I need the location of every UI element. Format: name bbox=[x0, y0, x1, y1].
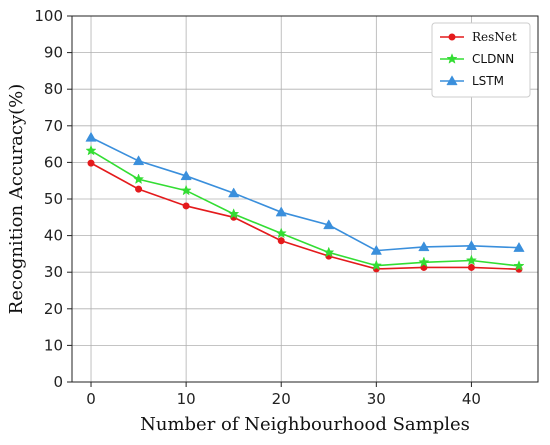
y-axis-title: Recognition Accuracy(%) bbox=[6, 84, 27, 315]
data-point-lstm bbox=[132, 155, 145, 166]
series-lstm bbox=[85, 131, 525, 255]
legend-item-lstm: LSTM bbox=[440, 74, 504, 88]
x-tick-label: 40 bbox=[462, 390, 481, 408]
y-axis-ticks: 0 10 20 30 40 50 60 70 80 90 100 bbox=[34, 7, 72, 391]
data-point-cldnn bbox=[323, 246, 335, 258]
data-point-resnet bbox=[87, 159, 95, 167]
y-tick-label: 90 bbox=[44, 44, 63, 62]
series-line-resnet bbox=[90, 162, 520, 271]
x-tick-label: 30 bbox=[367, 390, 386, 408]
legend-box bbox=[431, 22, 531, 98]
data-point-resnet bbox=[182, 202, 190, 210]
legend-label: LSTM bbox=[472, 74, 504, 88]
legend: ResNet CLDNN LSTM bbox=[431, 22, 531, 98]
data-point-cldnn bbox=[513, 260, 525, 271]
data-point-cldnn bbox=[418, 256, 430, 268]
y-tick-label: 100 bbox=[34, 7, 63, 25]
y-tick-label: 0 bbox=[53, 373, 63, 391]
legend-item-resnet: ResNet bbox=[440, 30, 517, 44]
series-layer bbox=[85, 131, 525, 273]
legend-swatch-marker bbox=[446, 53, 458, 64]
data-point-lstm bbox=[228, 187, 240, 198]
data-point-resnet bbox=[135, 185, 143, 193]
x-tick-label: 0 bbox=[86, 390, 96, 408]
series-resnet bbox=[87, 159, 523, 273]
data-point-cldnn bbox=[180, 184, 192, 196]
legend-label: CLDNN bbox=[472, 52, 514, 66]
data-point-cldnn bbox=[275, 227, 287, 239]
data-point-cldnn bbox=[465, 254, 478, 266]
y-tick-label: 50 bbox=[44, 190, 63, 208]
data-point-lstm bbox=[465, 240, 478, 250]
data-point-resnet bbox=[467, 263, 475, 271]
data-point-cldnn bbox=[132, 173, 145, 185]
data-point-lstm bbox=[323, 219, 335, 230]
data-point-lstm bbox=[513, 241, 525, 252]
y-tick-label: 30 bbox=[44, 263, 63, 281]
y-tick-label: 80 bbox=[44, 80, 63, 98]
y-tick-label: 10 bbox=[44, 336, 63, 354]
series-line-cldnn bbox=[90, 150, 520, 267]
data-point-cldnn bbox=[228, 208, 240, 219]
data-point-cldnn bbox=[85, 144, 97, 156]
data-point-lstm bbox=[418, 241, 430, 252]
x-axis-title: Number of Neighbourhood Samples bbox=[140, 414, 470, 435]
series-line-lstm bbox=[90, 136, 520, 252]
series-cldnn bbox=[85, 144, 525, 271]
x-tick-label: 20 bbox=[272, 390, 291, 408]
y-tick-label: 60 bbox=[44, 153, 63, 171]
data-point-lstm bbox=[85, 131, 97, 142]
data-point-cldnn bbox=[370, 259, 382, 271]
y-tick-label: 20 bbox=[44, 300, 63, 318]
x-tick-label: 10 bbox=[177, 390, 196, 408]
legend-item-cldnn: CLDNN bbox=[440, 52, 514, 66]
data-point-lstm bbox=[180, 170, 192, 181]
y-tick-label: 70 bbox=[44, 117, 63, 135]
legend-swatch-marker bbox=[448, 33, 456, 41]
data-point-resnet bbox=[277, 237, 285, 245]
data-point-lstm bbox=[275, 206, 287, 217]
x-axis-ticks: 0 10 20 30 40 bbox=[86, 382, 481, 408]
y-tick-label: 40 bbox=[44, 227, 63, 245]
legend-swatch-marker bbox=[446, 75, 458, 86]
legend-label: ResNet bbox=[472, 30, 517, 44]
data-point-lstm bbox=[370, 244, 382, 255]
